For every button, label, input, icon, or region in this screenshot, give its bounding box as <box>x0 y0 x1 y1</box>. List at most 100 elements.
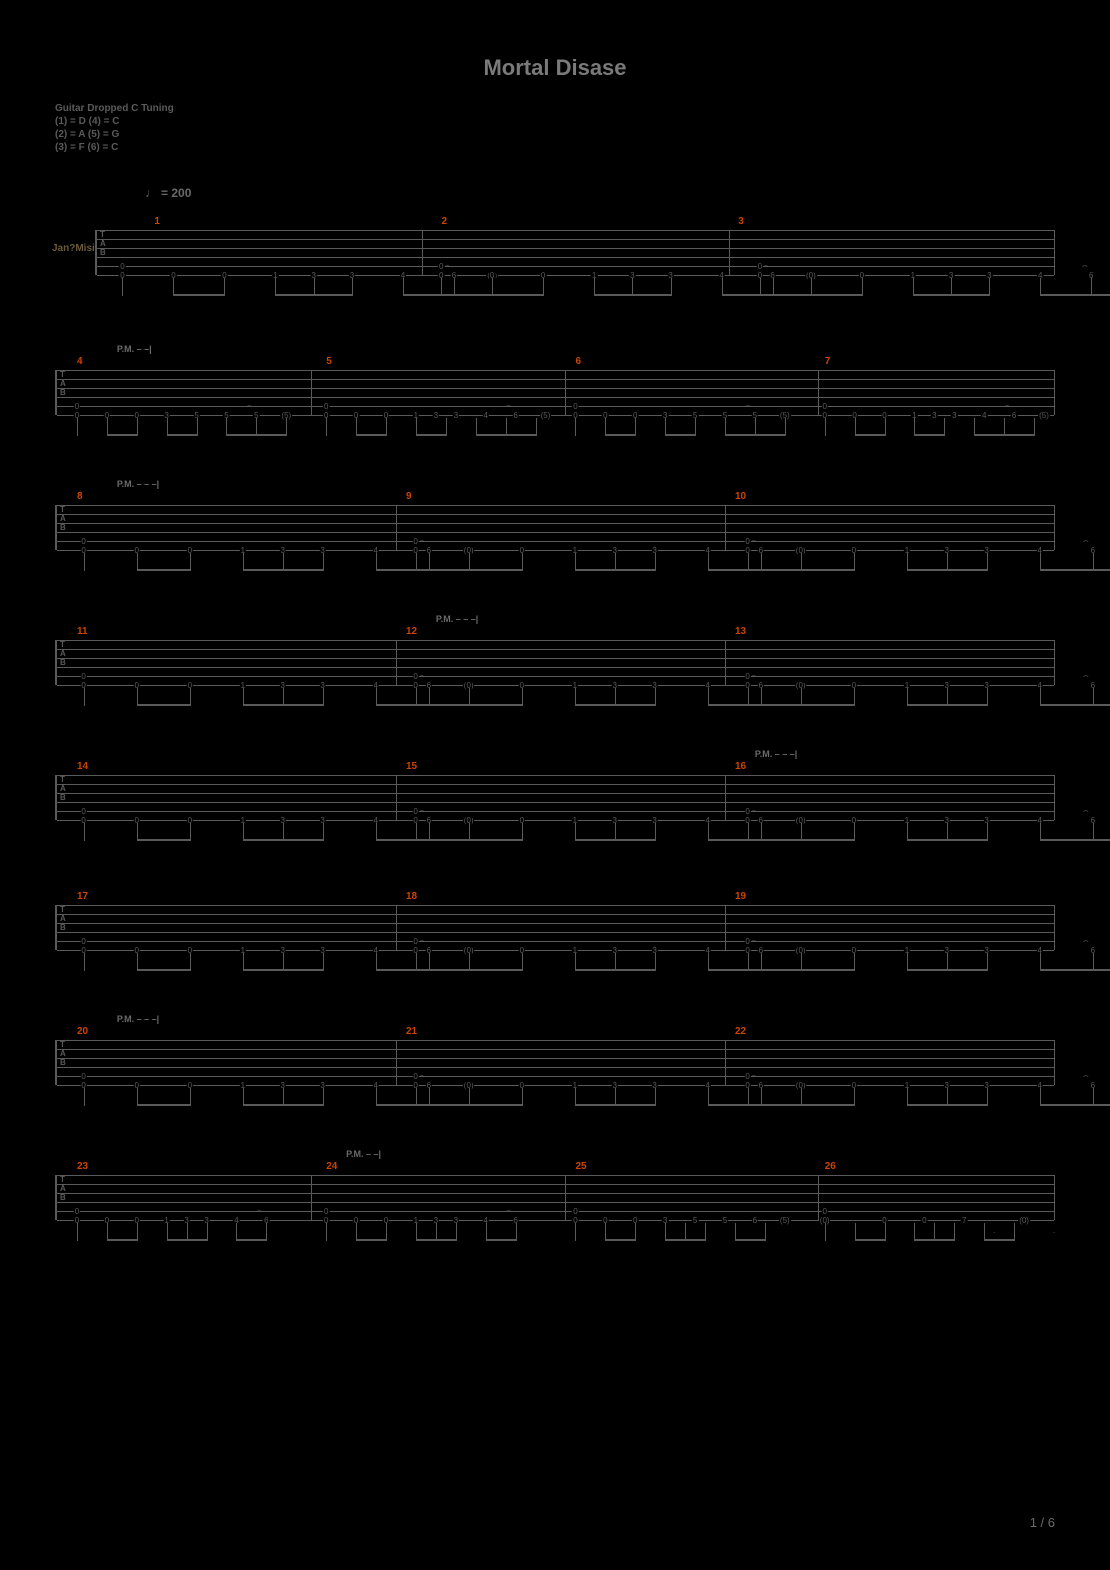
fret-number: 6 <box>512 412 518 420</box>
string-line <box>57 1202 1054 1203</box>
palm-mute-marking: P.M. – – –| <box>117 479 159 489</box>
bar-number: 18 <box>406 891 417 902</box>
note-stem <box>885 418 886 436</box>
fret-number: 0 <box>821 403 827 411</box>
barline <box>311 370 312 415</box>
fret-number: 0 <box>80 538 86 546</box>
bar-number: 11 <box>77 626 88 637</box>
note-stem <box>575 1223 576 1241</box>
note-stem <box>190 953 191 971</box>
bar-number: 1 <box>154 216 160 227</box>
beam <box>575 1104 655 1106</box>
beam <box>907 569 987 571</box>
fret-number: 0 <box>323 403 329 411</box>
palm-mute-marking: P.M. – – –| <box>117 1014 159 1024</box>
bar-number: 5 <box>326 356 332 367</box>
note-stem <box>655 1088 656 1106</box>
note-stem <box>441 278 442 296</box>
beam <box>416 1239 456 1241</box>
barline <box>396 1040 397 1085</box>
fret-number: 0 <box>921 1217 927 1225</box>
string-line <box>57 914 1054 915</box>
note-stem <box>825 418 826 436</box>
note-stem <box>522 688 523 706</box>
note-stem <box>522 553 523 571</box>
note-stem <box>190 688 191 706</box>
beam <box>722 294 811 296</box>
beam <box>708 969 801 971</box>
string-line <box>57 667 1054 668</box>
fret-number: (5) <box>1038 412 1050 420</box>
bar-number: 10 <box>735 491 746 502</box>
beam <box>243 569 323 571</box>
beam <box>605 434 635 436</box>
string-line <box>57 397 1054 398</box>
note-stem <box>77 418 78 436</box>
note-stem <box>84 688 85 706</box>
beam <box>486 1239 516 1241</box>
slur-mark: ⌢ <box>419 1070 425 1081</box>
note-stem <box>416 1088 417 1106</box>
note-stem <box>989 278 990 296</box>
slur-mark: ⌢ <box>751 1070 757 1081</box>
note-stem <box>748 823 749 841</box>
tab-system: TAB141516P.M. – – –|000013346⌢(5)0000133… <box>55 775 1055 820</box>
tab-clef: TAB <box>60 640 66 667</box>
string-line <box>57 649 1054 650</box>
bar-number: 22 <box>735 1026 746 1037</box>
tab-staff: TAB141516P.M. – – –|000013346⌢(5)0000133… <box>55 775 1055 820</box>
bar-number: 6 <box>575 356 581 367</box>
note-stem <box>765 1223 766 1241</box>
tuning-line-2: (2) = A (5) = G <box>55 128 174 141</box>
note-stem <box>190 1088 191 1106</box>
string-line <box>57 523 1054 524</box>
string-line <box>57 532 1054 533</box>
beam <box>167 434 197 436</box>
fret-number: 0 <box>412 938 418 946</box>
barline <box>725 905 726 950</box>
string-line <box>57 1058 1054 1059</box>
barline <box>396 505 397 550</box>
string-line <box>57 541 1054 542</box>
note-stem <box>84 953 85 971</box>
note-stem <box>748 1088 749 1106</box>
tab-staff: TAB23242526P.M. – –|000013346⌢000013346⌢… <box>55 1175 1055 1220</box>
tuning-line-3: (3) = F (6) = C <box>55 141 174 154</box>
barline <box>725 505 726 550</box>
beam <box>605 1239 635 1241</box>
bar-number: 16 <box>735 761 746 772</box>
slur-mark: ⌢ <box>763 260 769 271</box>
beam <box>1040 1104 1110 1106</box>
beam <box>855 434 885 436</box>
bar-number: 14 <box>77 761 88 772</box>
beam <box>376 704 469 706</box>
staccato-dot: · <box>1052 1229 1057 1237</box>
note-stem <box>854 1088 855 1106</box>
note-stem <box>655 823 656 841</box>
note-stem <box>386 418 387 436</box>
note-stem <box>516 1223 517 1241</box>
barline <box>396 640 397 685</box>
beam <box>575 704 655 706</box>
note-stem <box>748 553 749 571</box>
beam <box>167 1239 207 1241</box>
tab-system: TAB4567P.M. – –|00003555⌢(5)000013346⌢(5… <box>55 370 1055 415</box>
beam <box>137 839 190 841</box>
note-stem <box>862 278 863 296</box>
beam <box>243 839 323 841</box>
barline <box>729 230 730 275</box>
tab-system: TAB8910P.M. – – –|000013346⌢(5)000013346… <box>55 505 1055 550</box>
note-stem <box>416 688 417 706</box>
slur-mark: ⌢ <box>419 670 425 681</box>
string-line <box>57 1049 1054 1050</box>
beam <box>811 294 862 296</box>
beam <box>914 434 944 436</box>
beam <box>913 294 989 296</box>
note-stem <box>323 553 324 571</box>
beam <box>1040 969 1110 971</box>
note-stem <box>446 418 447 436</box>
note-stem <box>207 1223 208 1241</box>
slur-mark: ⌢ <box>751 935 757 946</box>
string-line <box>57 505 1054 506</box>
barline <box>396 775 397 820</box>
